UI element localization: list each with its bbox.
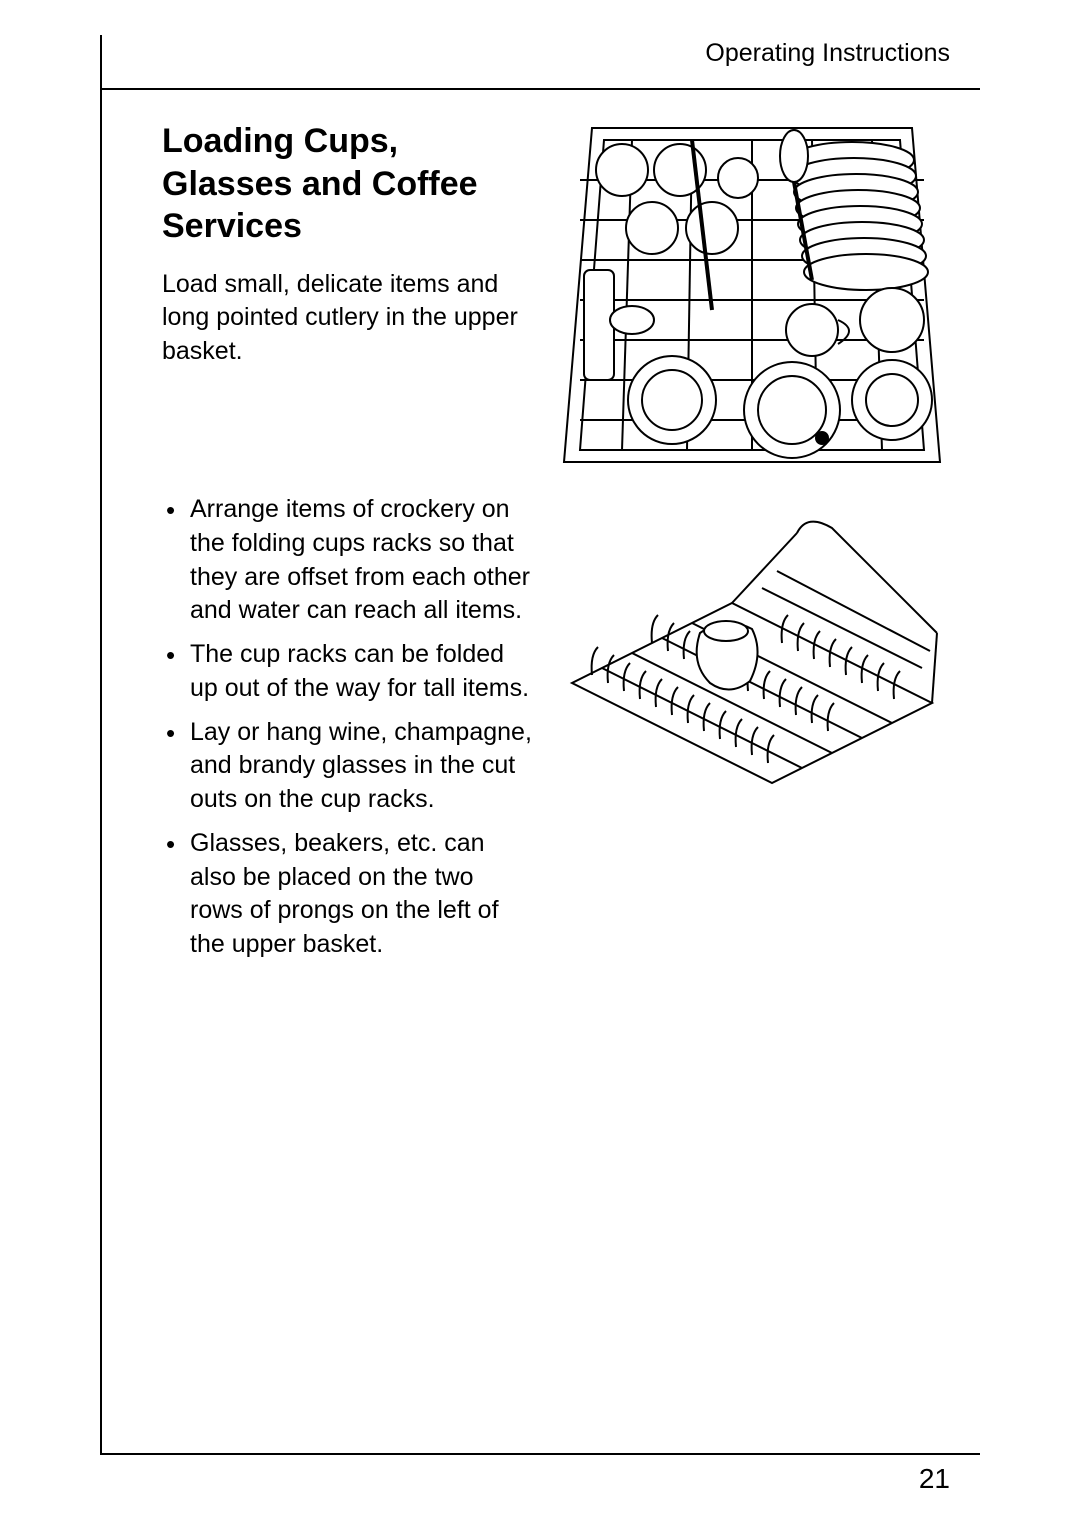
row-2-text: Arrange items of crockery on the folding… <box>162 493 532 972</box>
page-frame: Operating Instructions Loading Cups, Gla… <box>100 35 980 1455</box>
upper-basket-top-view-figure <box>562 120 942 470</box>
bullet-item: Lay or hang wine, champagne, and brandy … <box>162 716 532 817</box>
figure-1-container <box>562 120 942 475</box>
cup-rack-isometric-figure <box>562 493 942 813</box>
intro-paragraph: Load small, delicate items and long poin… <box>162 268 532 369</box>
row-1-text: Loading Cups, Glasses and Coffee Service… <box>162 120 532 369</box>
bullet-item: The cup racks can be folded up out of th… <box>162 638 532 706</box>
bullet-item: Arrange items of crockery on the folding… <box>162 493 532 628</box>
section-title: Loading Cups, Glasses and Coffee Service… <box>162 120 532 248</box>
page-number: 21 <box>919 1463 950 1495</box>
row-2: Arrange items of crockery on the folding… <box>162 493 980 972</box>
figure-2-container <box>562 493 942 818</box>
bullet-list: Arrange items of crockery on the folding… <box>162 493 532 962</box>
bullet-item: Glasses, beakers, etc. can also be place… <box>162 827 532 962</box>
header-row: Operating Instructions <box>102 35 980 90</box>
row-1: Loading Cups, Glasses and Coffee Service… <box>162 120 980 475</box>
content-area: Loading Cups, Glasses and Coffee Service… <box>102 90 980 972</box>
header-section-label: Operating Instructions <box>705 39 950 68</box>
